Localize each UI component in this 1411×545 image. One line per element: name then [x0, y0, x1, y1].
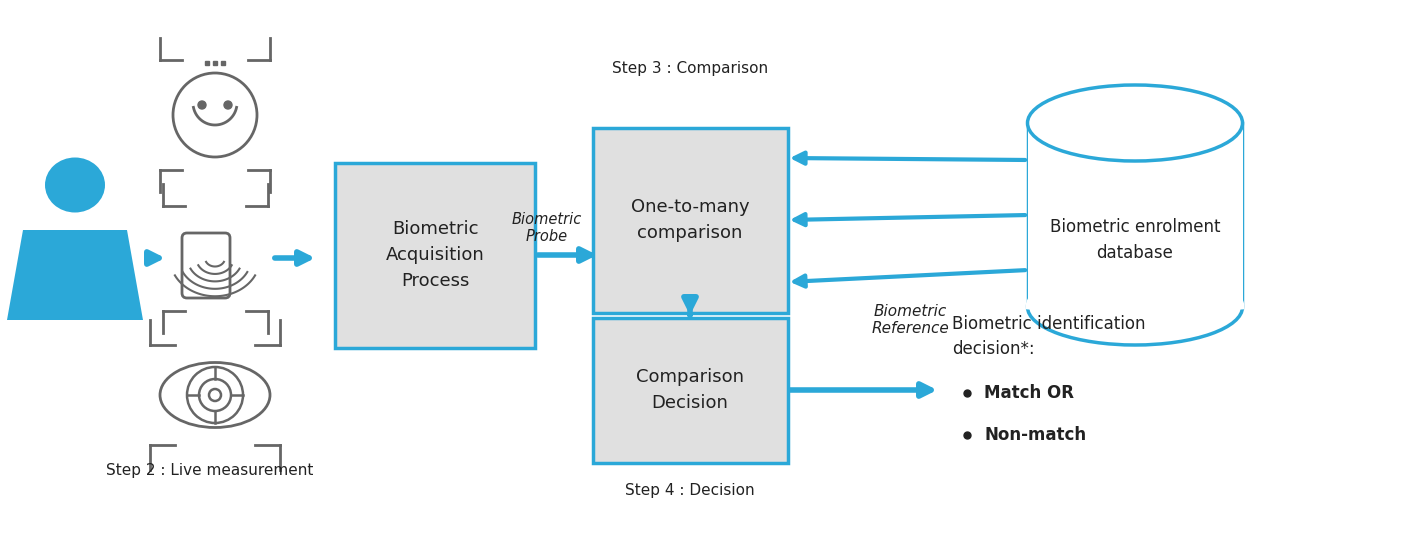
- Circle shape: [224, 101, 231, 109]
- Text: Match OR: Match OR: [983, 384, 1074, 402]
- Text: Biometric identification
decision*:: Biometric identification decision*:: [952, 315, 1146, 358]
- Text: Biometric enrolment
database: Biometric enrolment database: [1050, 218, 1221, 262]
- Circle shape: [198, 101, 206, 109]
- Bar: [1029, 123, 1243, 307]
- Text: Comparison
Decision: Comparison Decision: [636, 368, 744, 412]
- FancyBboxPatch shape: [593, 128, 787, 312]
- Text: Step 3 : Comparison: Step 3 : Comparison: [612, 60, 768, 76]
- FancyBboxPatch shape: [334, 162, 535, 348]
- Ellipse shape: [45, 158, 104, 213]
- Text: Biometric
Acquisition
Process: Biometric Acquisition Process: [385, 220, 484, 290]
- Text: Non-match: Non-match: [983, 426, 1086, 444]
- Polygon shape: [7, 230, 143, 320]
- Text: One-to-many
comparison: One-to-many comparison: [631, 198, 749, 242]
- Text: Biometric
Probe: Biometric Probe: [512, 212, 583, 244]
- Ellipse shape: [1027, 269, 1243, 345]
- Text: Step 2 : Live measurement: Step 2 : Live measurement: [106, 463, 313, 477]
- Text: Biometric
Reference: Biometric Reference: [871, 304, 948, 336]
- Text: Step 4 : Decision: Step 4 : Decision: [625, 482, 755, 498]
- FancyBboxPatch shape: [593, 318, 787, 463]
- Ellipse shape: [1027, 85, 1243, 161]
